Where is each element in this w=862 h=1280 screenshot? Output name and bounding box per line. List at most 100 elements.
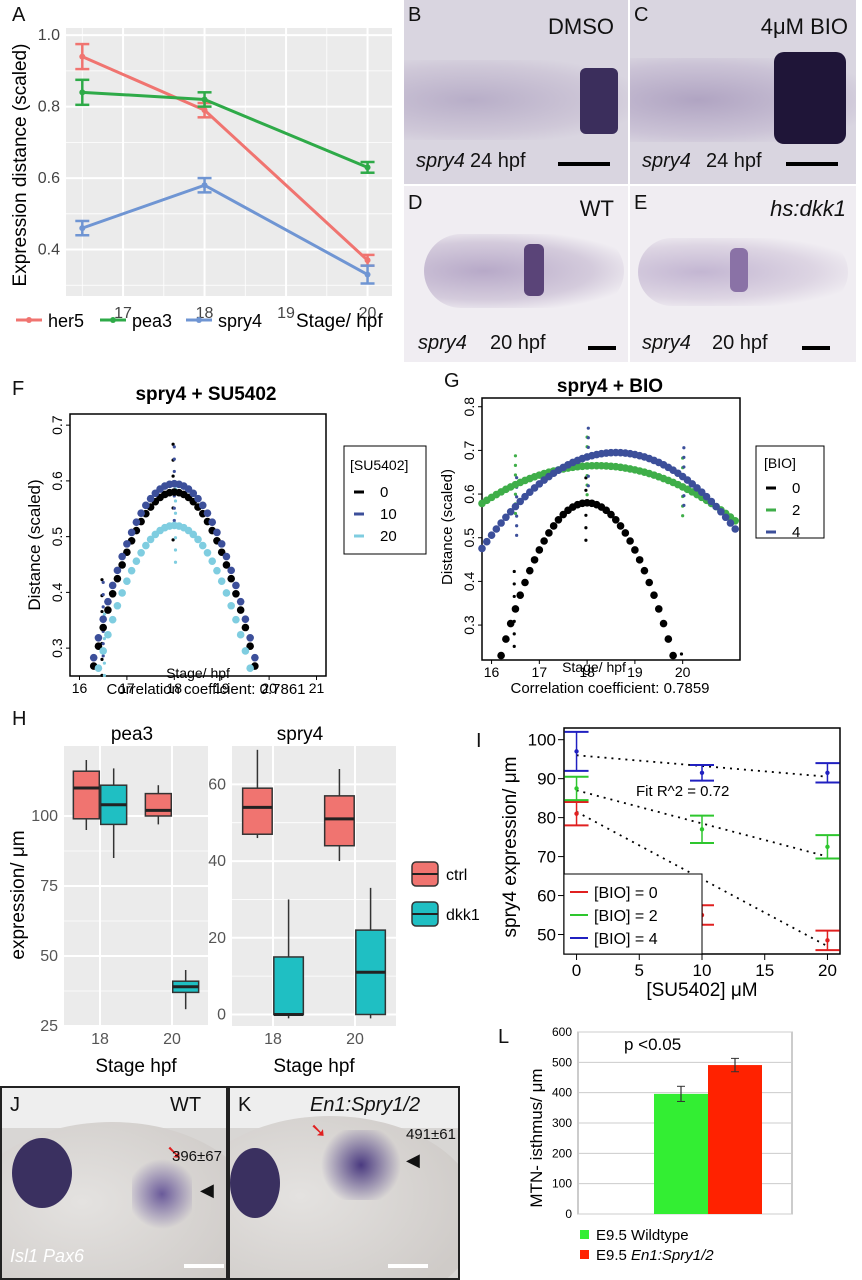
chart-g-fit-point [516, 497, 525, 506]
chart-g-fit-point [492, 525, 501, 533]
chart-g-raw-point [585, 493, 589, 497]
chart-f-fit-point [189, 489, 198, 498]
chart-g-fit-point [482, 537, 491, 546]
chart-f-raw-point [100, 609, 104, 614]
chart-f-xtick: 17 [119, 680, 135, 696]
chart-f-fit-point [108, 615, 117, 624]
chart-g-xtick: 17 [532, 664, 548, 680]
red-arrow-j: ➘ [166, 1142, 183, 1164]
chart-f-fit-point [104, 630, 112, 639]
chart-g-ylabel: Distance (scaled) [439, 469, 456, 585]
chart-f-raw-point [172, 469, 176, 474]
chart-g-raw-point [586, 445, 590, 449]
chart-g-fit-point [478, 544, 486, 553]
chart-f-fit-point [94, 664, 103, 672]
chart-h1-box-ctrl [72, 770, 101, 820]
chart-g-raw-point [682, 446, 686, 450]
chart-l-ylabel: MTN- isthmus/ μm [527, 1068, 546, 1207]
chart-f-raw-point [101, 605, 105, 609]
chart-h1-ytick: 75 [40, 878, 58, 895]
chart-g-fit-point [497, 651, 505, 660]
chart-g-fit-point [525, 566, 534, 575]
chart-i-point [825, 938, 830, 943]
chart-f-fit-point [94, 634, 103, 642]
chart-f-fit-point [113, 566, 122, 575]
chart-h-legend-label: ctrl [446, 867, 467, 884]
stain-j-dots [132, 1154, 192, 1234]
chart-a-point [79, 53, 86, 60]
chart-f-fit-point [222, 589, 231, 597]
chart-h1-ytick: 50 [40, 948, 58, 965]
micrograph-j-condition: WT [170, 1094, 202, 1116]
chart-f-fit-point [118, 552, 126, 561]
chart-g-raw-point [515, 514, 519, 518]
chart-f-fit-point [213, 566, 221, 575]
chart-g-ytick: 0.7 [461, 440, 477, 460]
chart-f-fit-point [146, 494, 155, 503]
chart-g-plot-frame [481, 397, 741, 661]
chart-g-fit-point [506, 619, 515, 628]
chart-a-point [364, 164, 371, 171]
chart-i-point [574, 749, 579, 754]
micrograph-d: D WT spry4 20 hpf [404, 186, 628, 362]
chart-g-raw-point [584, 538, 588, 542]
chart-g-fit-point [516, 591, 525, 600]
chart-g-raw-point [515, 495, 519, 499]
chart-a-ytick: 0.4 [38, 242, 60, 259]
chart-g-raw-point [513, 454, 518, 458]
chart-h2-xtick: 20 [346, 1031, 364, 1048]
chart-f-fit-point [222, 552, 231, 561]
chart-f-raw-point [171, 538, 175, 542]
micrograph-k: K En1:Spry1/2 ➘ 491±61 ◀ [228, 1086, 460, 1280]
chart-g-fit-point [697, 488, 706, 496]
chart-h1-title: pea3 [111, 724, 153, 745]
chart-i-point [825, 844, 830, 850]
chart-a-plot-bg [66, 28, 392, 296]
chart-l-ytick: 0 [565, 1207, 572, 1221]
chart-f-fit-point [251, 653, 259, 662]
chart-a-point [364, 257, 371, 264]
chart-g-xtick: 16 [484, 664, 500, 680]
micrograph-j-markers: Isl1 Pax6 [10, 1246, 85, 1266]
panel-label-f: F [12, 378, 25, 400]
chart-f-fit-point [108, 589, 117, 598]
chart-f-fit-point [132, 518, 141, 527]
chart-f-raw-point [172, 457, 176, 461]
chart-f-xtick: 19 [214, 680, 230, 696]
chart-h1-xtick: 18 [91, 1031, 109, 1048]
red-arrow-k: ➘ [310, 1120, 327, 1142]
micrograph-b: B DMSO spry4 24 hpf [404, 0, 628, 184]
chart-g-fit-point [645, 578, 654, 587]
chart-f-legend-label: 20 [380, 528, 397, 545]
chart-i-ytick: 100 [528, 731, 556, 750]
chart-f-raw-point [173, 499, 178, 503]
chart-g-raw-point [682, 455, 686, 459]
micrograph-b-stage: 24 hpf [470, 150, 526, 172]
scale-bar-d [588, 346, 616, 350]
chart-a-point [201, 182, 208, 189]
chart-f-fit-point [236, 630, 245, 639]
chart-i-xtick: 15 [755, 961, 774, 980]
chart-f-fit-point [108, 581, 117, 590]
chart-f-ytick: 0.6 [49, 471, 65, 491]
chart-h: pea3 spry4 18 20 25 50 75 100 18 20 0 20 40 60 expr… [8, 724, 480, 1077]
chart-a-legend-label: her5 [48, 311, 84, 331]
chart-g-raw-point [512, 569, 516, 574]
chart-l-ytick: 100 [552, 1177, 572, 1191]
chart-g-raw-point [515, 533, 519, 537]
chart-f-legend-label: 0 [380, 484, 388, 501]
chart-a-point [364, 271, 371, 278]
chart-f-fit-point [99, 647, 107, 655]
stain-b [580, 68, 618, 134]
micrograph-b-gene: spry4 [416, 150, 465, 172]
chart-f-fit-point [241, 615, 250, 623]
chart-g-legend-label: 4 [792, 524, 800, 541]
chart-g-fit-point [712, 502, 720, 511]
chart-g-raw-point [586, 436, 590, 440]
chart-g-raw-point [586, 484, 590, 488]
chart-f-ylabel: Distance (scaled) [25, 479, 44, 610]
black-arrow-j: ◀ [200, 1180, 214, 1200]
chart-i-point [699, 770, 705, 776]
chart-f-fit-point [227, 601, 235, 610]
chart-a-point [201, 107, 208, 114]
